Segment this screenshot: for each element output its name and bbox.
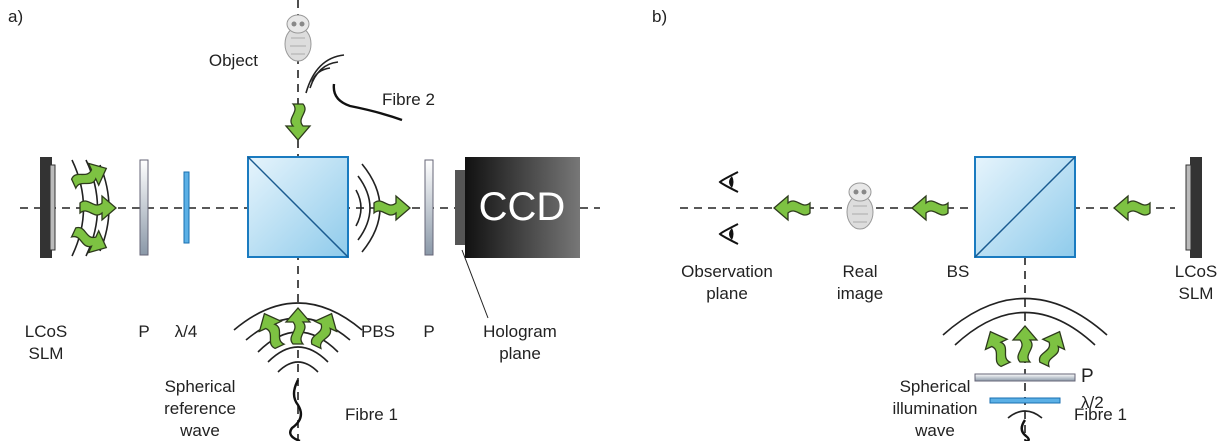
label: Fibre 2: [382, 90, 435, 109]
arrow: [285, 103, 311, 141]
fibre: [332, 83, 403, 122]
label: Fibre 1: [1074, 405, 1127, 424]
ccd-sensor: [455, 170, 467, 245]
arrow: [1012, 325, 1038, 363]
arrow: [67, 220, 113, 260]
label: wave: [179, 421, 220, 440]
label: SLM: [1179, 284, 1214, 303]
arrow: [911, 195, 949, 221]
polarizer: [424, 159, 434, 256]
pointer: [461, 249, 489, 319]
label: Observation: [681, 262, 773, 281]
fibre: [289, 379, 303, 441]
arrow: [978, 325, 1018, 371]
label: λ/2: [1081, 393, 1104, 412]
panel-label: b): [652, 7, 667, 26]
label: Fibre 1: [345, 405, 398, 424]
real-image: [846, 182, 874, 230]
polarizer: [139, 159, 149, 256]
label: Spherical: [900, 377, 971, 396]
label: wave: [914, 421, 955, 440]
quarter-wave-plate: [183, 171, 190, 244]
label: illumination: [892, 399, 977, 418]
panel-label: a): [8, 7, 23, 26]
slm: [1190, 157, 1202, 258]
label: plane: [706, 284, 748, 303]
label: image: [837, 284, 883, 303]
label: PBS: [361, 322, 395, 341]
label: P: [1081, 366, 1094, 387]
label: λ/4: [175, 322, 198, 341]
eye: [719, 223, 739, 245]
wavefront: [305, 54, 345, 94]
label: LCoS: [1175, 262, 1218, 281]
arrow: [67, 156, 113, 196]
eye: [719, 171, 739, 193]
wavefront: [942, 297, 1108, 419]
slm: [40, 157, 52, 258]
label: BS: [947, 262, 970, 281]
label: Spherical: [165, 377, 236, 396]
label: reference: [164, 399, 236, 418]
arrow: [285, 307, 311, 345]
arrow: [1113, 195, 1151, 221]
slm-surface: [49, 164, 56, 251]
arrow: [773, 195, 811, 221]
ccd-label: CCD: [479, 185, 566, 229]
splitter-diagonal: [974, 156, 1076, 258]
ccd: [465, 157, 580, 258]
label: P: [423, 322, 434, 341]
object: [284, 14, 312, 62]
label: Real: [843, 262, 878, 281]
polarizer: [974, 373, 1076, 382]
label: SLM: [29, 344, 64, 363]
label: plane: [499, 344, 541, 363]
label: LCoS: [25, 322, 68, 341]
half-wave-plate: [989, 397, 1061, 404]
splitter-diagonal: [247, 156, 349, 258]
arrow: [79, 195, 117, 221]
label: Hologram: [483, 322, 557, 341]
slm-surface: [1185, 164, 1192, 251]
label: Object: [209, 51, 258, 70]
arrow: [1032, 325, 1072, 371]
label: P: [138, 322, 149, 341]
